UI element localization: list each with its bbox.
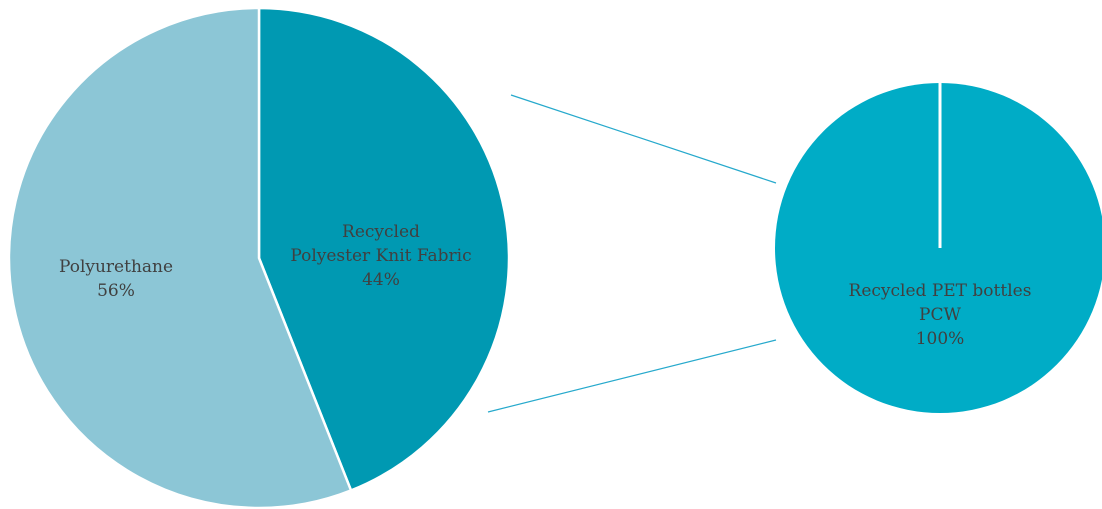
detail-pie — [775, 83, 1102, 413]
data-label-recycled-pet-bottles-pcw-line: PCW — [919, 305, 961, 325]
pie-slice-recycled-polyester-knit-fabric — [257, 6, 511, 492]
connector-lines — [487, 94, 777, 413]
data-label-recycled-pet-bottles-pcw: Recycled PET bottles PCW 100% — [849, 281, 1032, 349]
data-label-polyurethane-line: 56% — [97, 281, 135, 301]
data-label-recycled-pet-bottles-pcw-line: 100% — [916, 329, 965, 349]
data-label-recycled-polyester-knit-fabric-line: 44% — [362, 270, 400, 290]
slice-labels: Polyurethane 56% Recycled Polyester Knit Fa… — [59, 222, 1031, 349]
connector-line-bottom — [487, 339, 777, 413]
data-label-recycled-pet-bottles-pcw-line: Recycled PET bottles — [849, 281, 1032, 301]
data-label-recycled-polyester-knit-fabric: Recycled Polyester Knit Fabric 44% — [290, 222, 471, 290]
connector-line-top — [510, 94, 777, 184]
main-pie — [7, 6, 511, 509]
pie-slice-polyurethane — [7, 6, 353, 509]
data-label-polyurethane: Polyurethane 56% — [59, 257, 173, 301]
data-label-polyurethane-line: Polyurethane — [59, 257, 173, 277]
data-label-recycled-polyester-knit-fabric-line: Polyester Knit Fabric — [290, 246, 471, 266]
data-label-recycled-polyester-knit-fabric-line: Recycled — [342, 222, 420, 242]
